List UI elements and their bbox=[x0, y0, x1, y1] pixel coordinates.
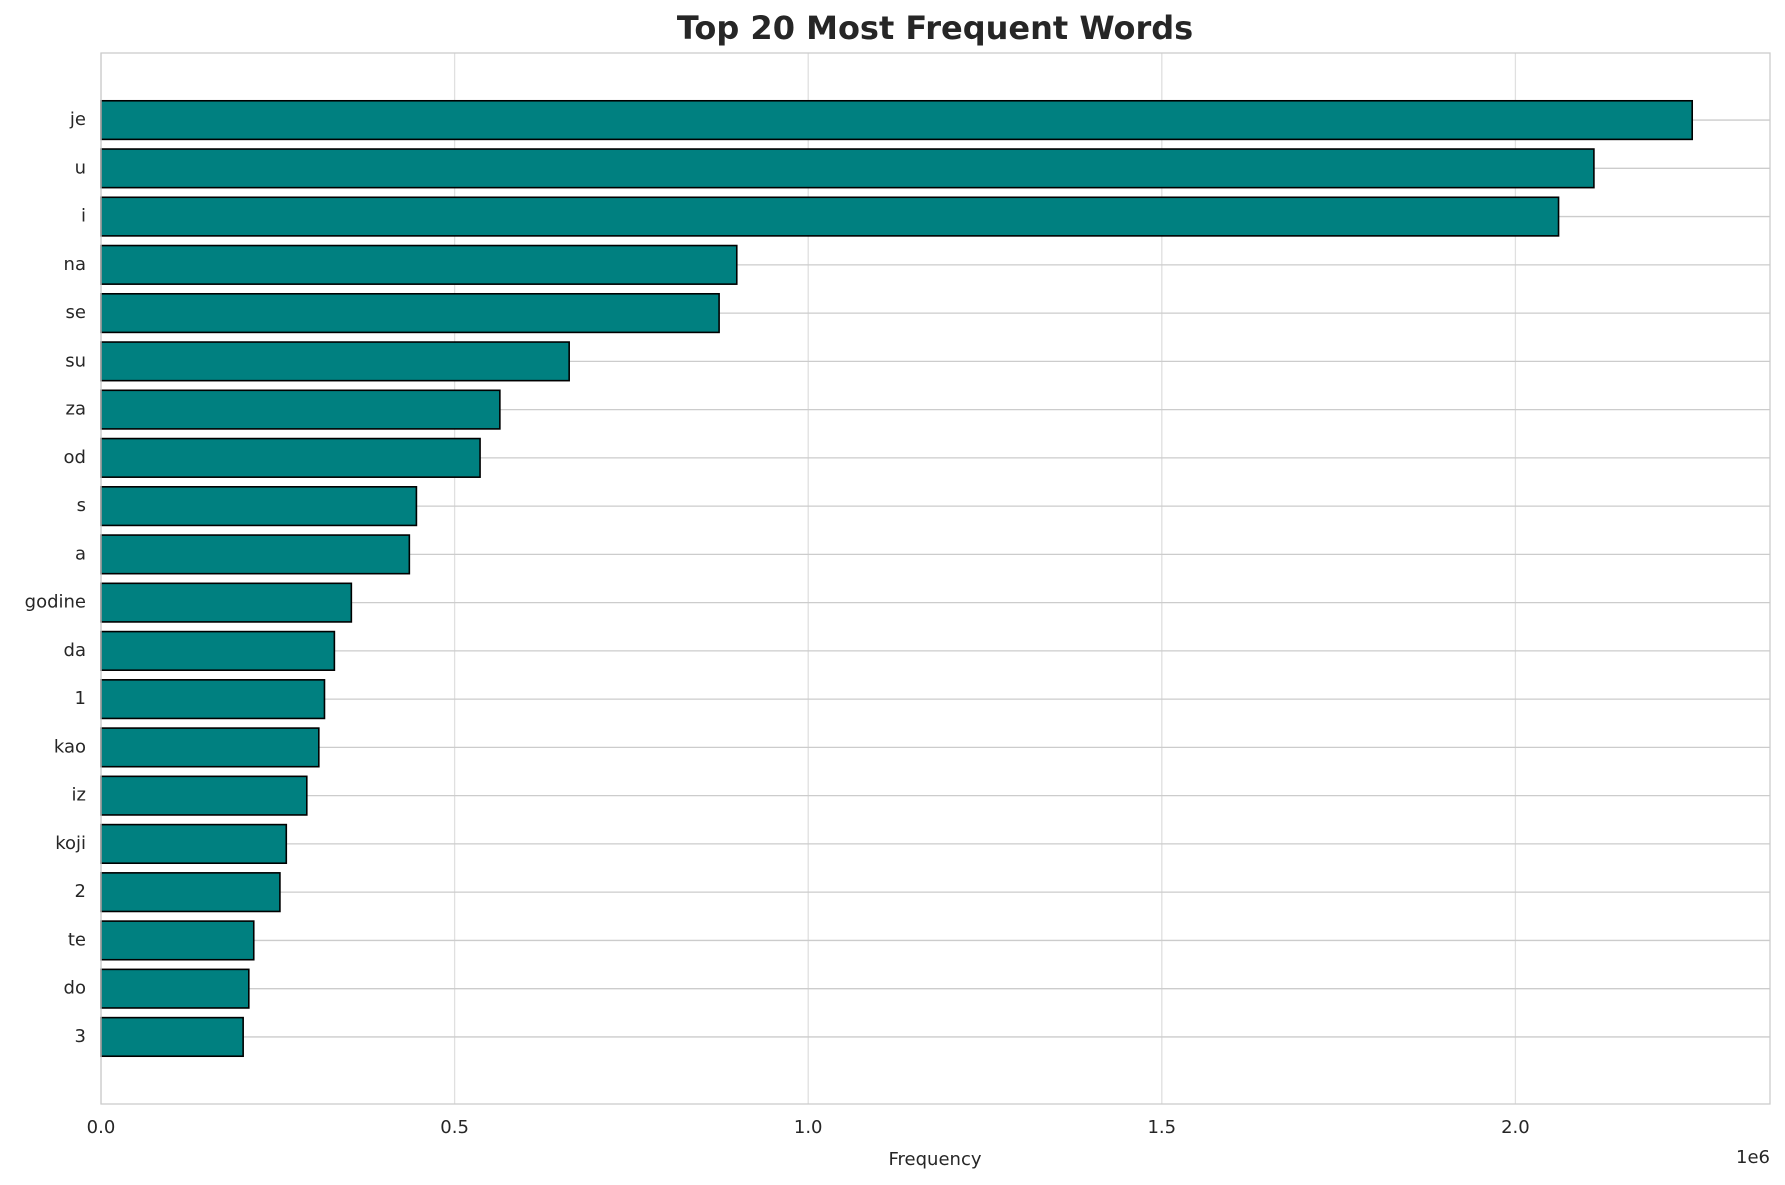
y-tick-label: koji bbox=[55, 833, 86, 854]
bar bbox=[100, 775, 308, 816]
y-tick-label: 3 bbox=[75, 1026, 86, 1047]
y-tick-label: iz bbox=[72, 785, 86, 806]
bar bbox=[100, 679, 326, 720]
x-tick-label: 2.0 bbox=[1501, 1117, 1530, 1138]
x-tick-label: 1.0 bbox=[794, 1117, 823, 1138]
bar bbox=[100, 727, 320, 768]
y-tick-label: kao bbox=[54, 736, 86, 757]
bar bbox=[100, 872, 281, 913]
y-tick-label: na bbox=[64, 254, 86, 275]
y-tick-label: se bbox=[66, 302, 86, 323]
bar bbox=[100, 437, 481, 478]
y-tick-label: s bbox=[77, 495, 86, 516]
y-tick-label: i bbox=[81, 206, 86, 227]
bar bbox=[100, 244, 738, 285]
bars bbox=[100, 99, 1694, 1058]
x-tick-label: 0.5 bbox=[440, 1117, 469, 1138]
y-tick-label: u bbox=[75, 157, 86, 178]
y-tick-label: 2 bbox=[75, 881, 86, 902]
bar bbox=[100, 341, 570, 382]
x-tick-label: 1.5 bbox=[1147, 1117, 1176, 1138]
chart-title: Top 20 Most Frequent Words bbox=[677, 9, 1193, 47]
bar bbox=[100, 534, 411, 575]
y-tick-label: te bbox=[68, 929, 86, 950]
bar bbox=[100, 1016, 244, 1058]
bar bbox=[100, 823, 288, 865]
bar bbox=[100, 292, 720, 334]
y-tick-label: do bbox=[64, 978, 86, 999]
bar bbox=[100, 486, 418, 527]
bar bbox=[100, 148, 1595, 189]
y-tick-label: od bbox=[64, 447, 86, 468]
y-tick-label: 1 bbox=[75, 688, 86, 709]
bar bbox=[100, 630, 336, 671]
y-tick-label: je bbox=[69, 109, 86, 130]
x-axis-label: Frequency bbox=[889, 1149, 982, 1170]
x-offset-label: 1e6 bbox=[1736, 1147, 1770, 1168]
y-tick-label: da bbox=[64, 640, 86, 661]
bar bbox=[100, 920, 255, 961]
bar bbox=[100, 582, 353, 623]
y-tick-label: godine bbox=[25, 592, 86, 613]
plot-frame bbox=[100, 52, 1771, 1105]
bar bbox=[100, 389, 501, 430]
y-tick-label: za bbox=[66, 399, 86, 420]
x-tick-label: 0.0 bbox=[87, 1117, 116, 1138]
bar bbox=[100, 968, 250, 1009]
bar bbox=[100, 99, 1694, 141]
bar bbox=[100, 196, 1560, 237]
y-tick-label: su bbox=[65, 350, 86, 371]
y-tick-label: a bbox=[75, 543, 86, 564]
